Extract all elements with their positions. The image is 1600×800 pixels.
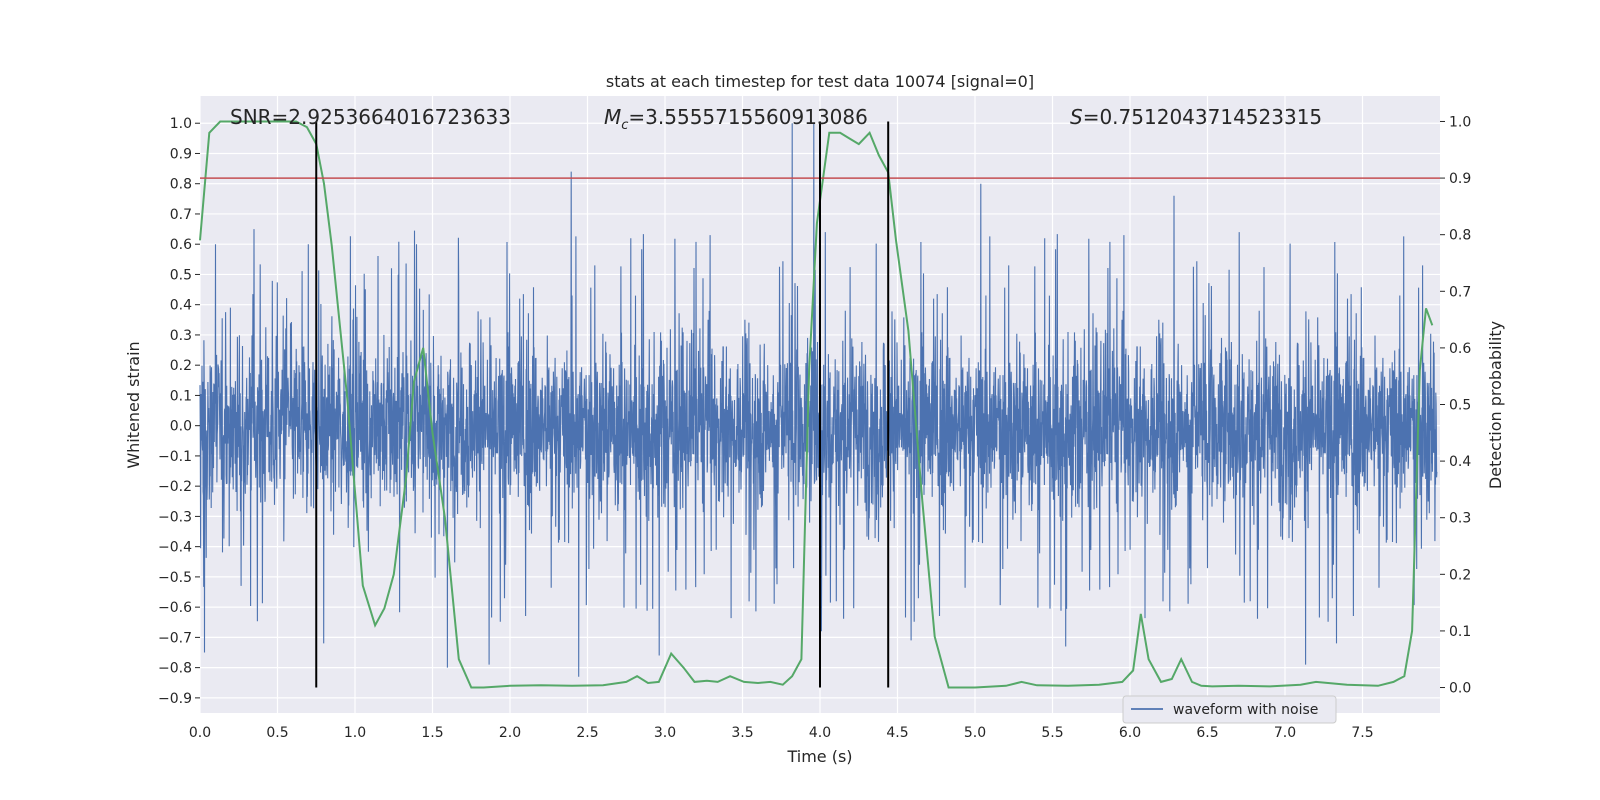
x-tick-label: 1.5 — [421, 725, 443, 741]
y-tick-label: 0.3 — [170, 328, 192, 344]
s-symbol: S — [1070, 105, 1083, 129]
chart-title: stats at each timestep for test data 100… — [606, 72, 1034, 91]
x-tick-label: 1.0 — [344, 725, 366, 741]
y-tick-label: −0.5 — [158, 570, 192, 586]
legend-label: waveform with noise — [1173, 702, 1318, 718]
x-tick-label: 7.0 — [1274, 725, 1296, 741]
x-tick-label: 7.5 — [1351, 725, 1373, 741]
y-tick-label: −0.2 — [158, 479, 192, 495]
y-tick-label: 1.0 — [170, 116, 192, 132]
legend-box — [1122, 695, 1337, 724]
y-tick-label: −0.9 — [158, 691, 192, 707]
y-tick-label: 0.6 — [170, 237, 192, 253]
y-tick-label: 0.8 — [170, 177, 192, 193]
s-value: =0.7512043714523315 — [1083, 105, 1322, 129]
x-tick-label: 0.0 — [189, 725, 211, 741]
y2-tick-label: 0.4 — [1449, 454, 1471, 470]
y2-tick-label: 0.3 — [1449, 511, 1471, 527]
s-annotation: S=0.7512043714523315 — [1070, 105, 1322, 129]
waveform-series — [199, 123, 1438, 677]
y2-tick-label: 0.5 — [1449, 398, 1471, 414]
y2-tick-label: 0.2 — [1449, 567, 1471, 583]
x-tick-label: 4.0 — [809, 725, 831, 741]
y2-axis-label: Detection probability — [1486, 321, 1505, 489]
y2-tick-label: 1.0 — [1449, 114, 1471, 130]
y2-tick-label: 0.9 — [1449, 171, 1471, 187]
chirp-mass-symbol: M — [604, 105, 621, 129]
chirp-mass-value: =3.5555715560913086 — [628, 105, 867, 129]
y2-tick-label: 0.1 — [1449, 624, 1471, 640]
x-tick-label: 2.5 — [576, 725, 598, 741]
x-tick-label: 3.5 — [731, 725, 753, 741]
y-tick-label: −0.1 — [158, 449, 192, 465]
x-axis-label: Time (s) — [786, 747, 852, 766]
x-tick-label: 0.5 — [266, 725, 288, 741]
y-tick-label: 0.1 — [170, 388, 192, 404]
waveform-trace — [199, 123, 1438, 677]
y2-tick-label: 0.7 — [1449, 284, 1471, 300]
y-tick-label: −0.3 — [158, 509, 192, 525]
x-tick-label: 6.5 — [1196, 725, 1218, 741]
y2-tick-label: 0.0 — [1449, 681, 1471, 697]
y-tick-label: 0.5 — [170, 267, 192, 283]
y2-tick-label: 0.6 — [1449, 341, 1471, 357]
y-tick-label: 0.9 — [170, 146, 192, 162]
x-tick-label: 5.0 — [964, 725, 986, 741]
chirp-mass-annotation: Mc=3.5555715560913086 — [604, 105, 868, 133]
segment-vlines — [315, 121, 890, 688]
y-tick-label: 0.2 — [170, 358, 192, 374]
x-tick-label: 2.0 — [499, 725, 521, 741]
x-tick-label: 4.5 — [886, 725, 908, 741]
detection-probability-line — [199, 120, 1434, 689]
y2-tick-label: 0.8 — [1449, 228, 1471, 244]
y-tick-labels: 1.0 0.9 0.8 0.7 0.6 0.5 0.4 0.3 0.2 0.1 0.0 −0.1 −0.… — [158, 116, 200, 707]
snr-annotation: SNR=2.9253664016723633 — [230, 105, 511, 129]
y-tick-label: 0.4 — [170, 298, 192, 314]
y-tick-label: 0.0 — [170, 419, 192, 435]
y-tick-label: −0.8 — [158, 661, 192, 677]
y-tick-label: −0.7 — [158, 630, 192, 646]
legend: waveform with noise — [1122, 695, 1337, 724]
y-tick-label: −0.4 — [158, 540, 192, 556]
chirp-mass-subscript: c — [621, 118, 628, 133]
x-tick-label: 5.5 — [1041, 725, 1063, 741]
y-axis-label: Whitened strain — [124, 341, 143, 468]
y2-tick-labels: 1.0 0.9 0.8 0.7 0.6 0.5 0.4 0.3 0.2 0.1 0.0 — [1440, 114, 1471, 697]
x-tick-label: 3.0 — [654, 725, 676, 741]
y-tick-label: −0.6 — [158, 600, 192, 616]
y-tick-label: 0.7 — [170, 207, 192, 223]
x-tick-label: 6.0 — [1119, 725, 1141, 741]
x-tick-labels: 0.0 0.5 1.0 1.5 2.0 2.5 3.0 3.5 4.0 4.5 5.0 5.5 6.0 6… — [189, 725, 1374, 741]
